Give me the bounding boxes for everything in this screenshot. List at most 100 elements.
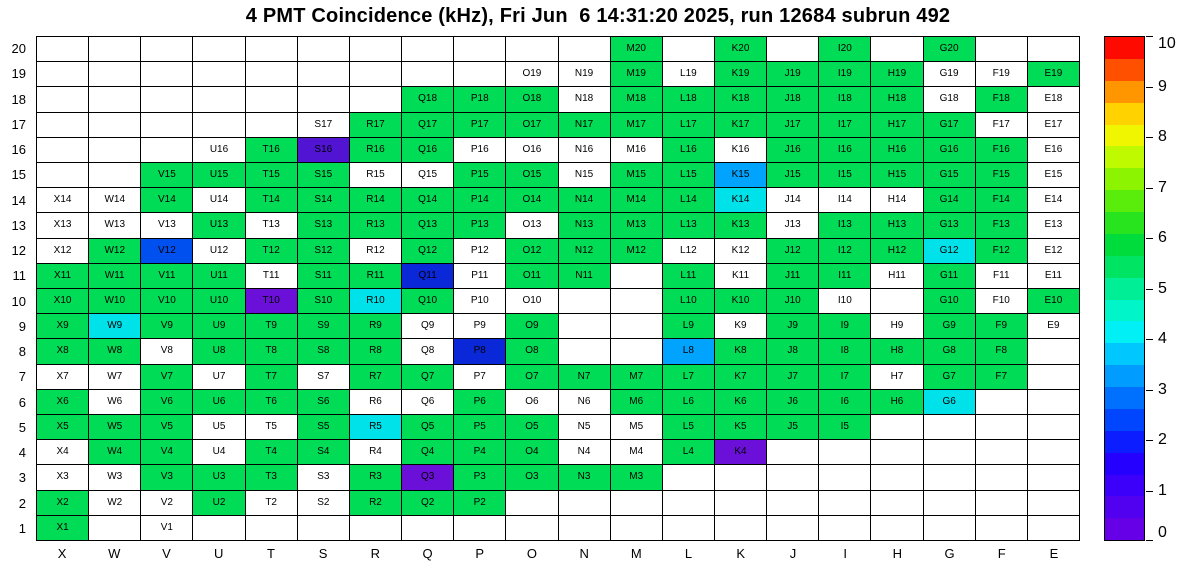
heatmap-cell: L7: [662, 364, 714, 389]
colorbar-band: [1105, 37, 1144, 59]
heatmap-cell: S9: [297, 314, 349, 339]
colorbar-band: [1105, 212, 1144, 234]
heatmap-cell-empty: [975, 415, 1027, 440]
heatmap-cell: R14: [349, 188, 402, 213]
heatmap-cell: I20: [819, 37, 871, 62]
heatmap-cell-empty: [37, 62, 89, 87]
heatmap-cell: M15: [610, 163, 662, 188]
heatmap-cell: F13: [975, 213, 1027, 238]
heatmap-cell: G9: [923, 314, 975, 339]
heatmap-cell: N17: [558, 112, 610, 137]
heatmap-cell: J8: [767, 339, 819, 364]
column-axis-label: R: [370, 546, 381, 561]
colorbar-band: [1105, 452, 1144, 475]
heatmap-cell: S8: [297, 339, 349, 364]
heatmap-cell: J10: [767, 289, 819, 314]
colorbar-tick-mark: [1146, 490, 1153, 492]
heatmap-cell: I5: [819, 415, 871, 440]
row-axis-label: 2: [18, 495, 26, 511]
heatmap-cell: P14: [454, 188, 506, 213]
heatmap-cell: T2: [245, 490, 297, 515]
heatmap-cell: P5: [454, 415, 506, 440]
heatmap-cell-empty: [506, 515, 558, 540]
heatmap-cell: Q13: [402, 213, 454, 238]
heatmap-cell: E17: [1027, 112, 1079, 137]
heatmap-cell-empty: [349, 37, 402, 62]
heatmap-cell: K16: [714, 137, 767, 162]
heatmap-cell-empty: [245, 87, 297, 112]
heatmap-cell: U7: [193, 364, 245, 389]
heatmap-cell-empty: [819, 490, 871, 515]
heatmap-cell: F15: [975, 163, 1027, 188]
heatmap-cell: O12: [506, 238, 558, 263]
heatmap-cell: W9: [89, 314, 141, 339]
heatmap-cell-empty: [297, 37, 349, 62]
column-axis-label: H: [892, 546, 903, 561]
heatmap-cell: L13: [662, 213, 714, 238]
row-axis-label: 7: [18, 369, 26, 385]
colorbar-band: [1105, 190, 1144, 212]
heatmap-cell: O4: [506, 440, 558, 465]
heatmap-cell: Q16: [402, 137, 454, 162]
row-axis-label: 12: [11, 243, 26, 259]
heatmap-cell: S7: [297, 364, 349, 389]
heatmap-cell: W7: [89, 364, 141, 389]
heatmap-cell-empty: [506, 490, 558, 515]
heatmap-cell: O17: [506, 112, 558, 137]
heatmap-cell-empty: [245, 37, 297, 62]
column-axis-label: K: [736, 546, 746, 561]
heatmap-cell: W3: [89, 465, 141, 490]
colorbar-band: [1105, 80, 1144, 103]
heatmap-cell: U8: [193, 339, 245, 364]
colorbar-tick-mark: [1146, 540, 1153, 541]
colorbar-band: [1105, 430, 1144, 453]
heatmap-cell: L12: [662, 238, 714, 263]
heatmap-cell: U15: [193, 163, 245, 188]
row-axis-label: 5: [18, 419, 26, 435]
heatmap-cell-empty: [558, 490, 610, 515]
heatmap-cell: X5: [37, 415, 89, 440]
heatmap-cell: P13: [454, 213, 506, 238]
heatmap-cell: G18: [923, 87, 975, 112]
heatmap-cell: P11: [454, 263, 506, 288]
heatmap-cell: K4: [714, 440, 767, 465]
heatmap-cell: I9: [819, 314, 871, 339]
heatmap-cell: V13: [141, 213, 193, 238]
heatmap-cell: I15: [819, 163, 871, 188]
heatmap-cell: P10: [454, 289, 506, 314]
heatmap-cell: P3: [454, 465, 506, 490]
heatmap-cell-empty: [37, 163, 89, 188]
heatmap-cell: R16: [349, 137, 402, 162]
heatmap-cell-empty: [89, 515, 141, 540]
heatmap-cell: G16: [923, 137, 975, 162]
heatmap-cell: X6: [37, 389, 89, 414]
row-axis-label: 17: [11, 116, 26, 132]
heatmap-cell: R13: [349, 213, 402, 238]
heatmap-cell: L10: [662, 289, 714, 314]
heatmap-cell: P4: [454, 440, 506, 465]
heatmap-cell: O19: [506, 62, 558, 87]
heatmap-cell: F17: [975, 112, 1027, 137]
heatmap-cell: X8: [37, 339, 89, 364]
heatmap-cell: P7: [454, 364, 506, 389]
heatmap-cell-empty: [297, 515, 349, 540]
heatmap-cell-empty: [558, 339, 610, 364]
heatmap-cell: S16: [297, 137, 349, 162]
heatmap-cell: L9: [662, 314, 714, 339]
heatmap-cell-empty: [819, 440, 871, 465]
heatmap-cell-empty: [975, 440, 1027, 465]
heatmap-cell: M4: [610, 440, 662, 465]
colorbar-tick-label: 7: [1158, 178, 1167, 196]
heatmap-cell: J7: [767, 364, 819, 389]
heatmap-cell-empty: [141, 137, 193, 162]
heatmap-cell: S2: [297, 490, 349, 515]
heatmap-cell-empty: [923, 515, 975, 540]
row-axis-label: 20: [11, 41, 26, 57]
heatmap-cell: Q2: [402, 490, 454, 515]
heatmap-cell-empty: [714, 490, 767, 515]
heatmap-cell-empty: [975, 465, 1027, 490]
colorbar-tick-label: 6: [1158, 229, 1167, 246]
heatmap-cell: N4: [558, 440, 610, 465]
heatmap-cell: O8: [506, 339, 558, 364]
